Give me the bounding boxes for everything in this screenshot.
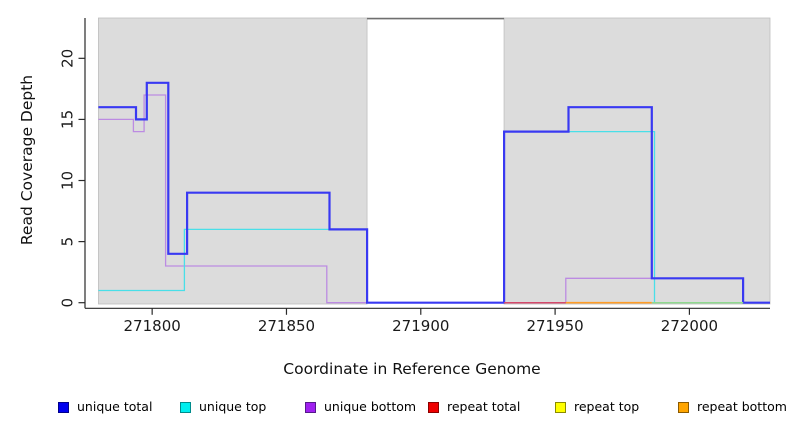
x-axis-title: Coordinate in Reference Genome bbox=[283, 360, 541, 378]
x-tick-label: 271850 bbox=[258, 317, 315, 335]
series-line-unique-total bbox=[98, 81, 770, 304]
y-tick-label: 15 bbox=[59, 110, 77, 129]
y-tick-label: 0 bbox=[59, 298, 77, 308]
y-tick-label: 5 bbox=[59, 237, 77, 247]
y-tick-label: 10 bbox=[59, 171, 77, 190]
x-tick-label: 271800 bbox=[124, 317, 181, 335]
x-tick-label: 271900 bbox=[392, 317, 449, 335]
covered-region-1 bbox=[98, 17, 368, 305]
covered-region-2 bbox=[503, 17, 771, 305]
x-tick-label: 271950 bbox=[526, 317, 583, 335]
y-axis-title: Read Coverage Depth bbox=[18, 74, 36, 246]
y-tick-label: 20 bbox=[59, 49, 77, 68]
x-tick-label: 272000 bbox=[661, 317, 718, 335]
